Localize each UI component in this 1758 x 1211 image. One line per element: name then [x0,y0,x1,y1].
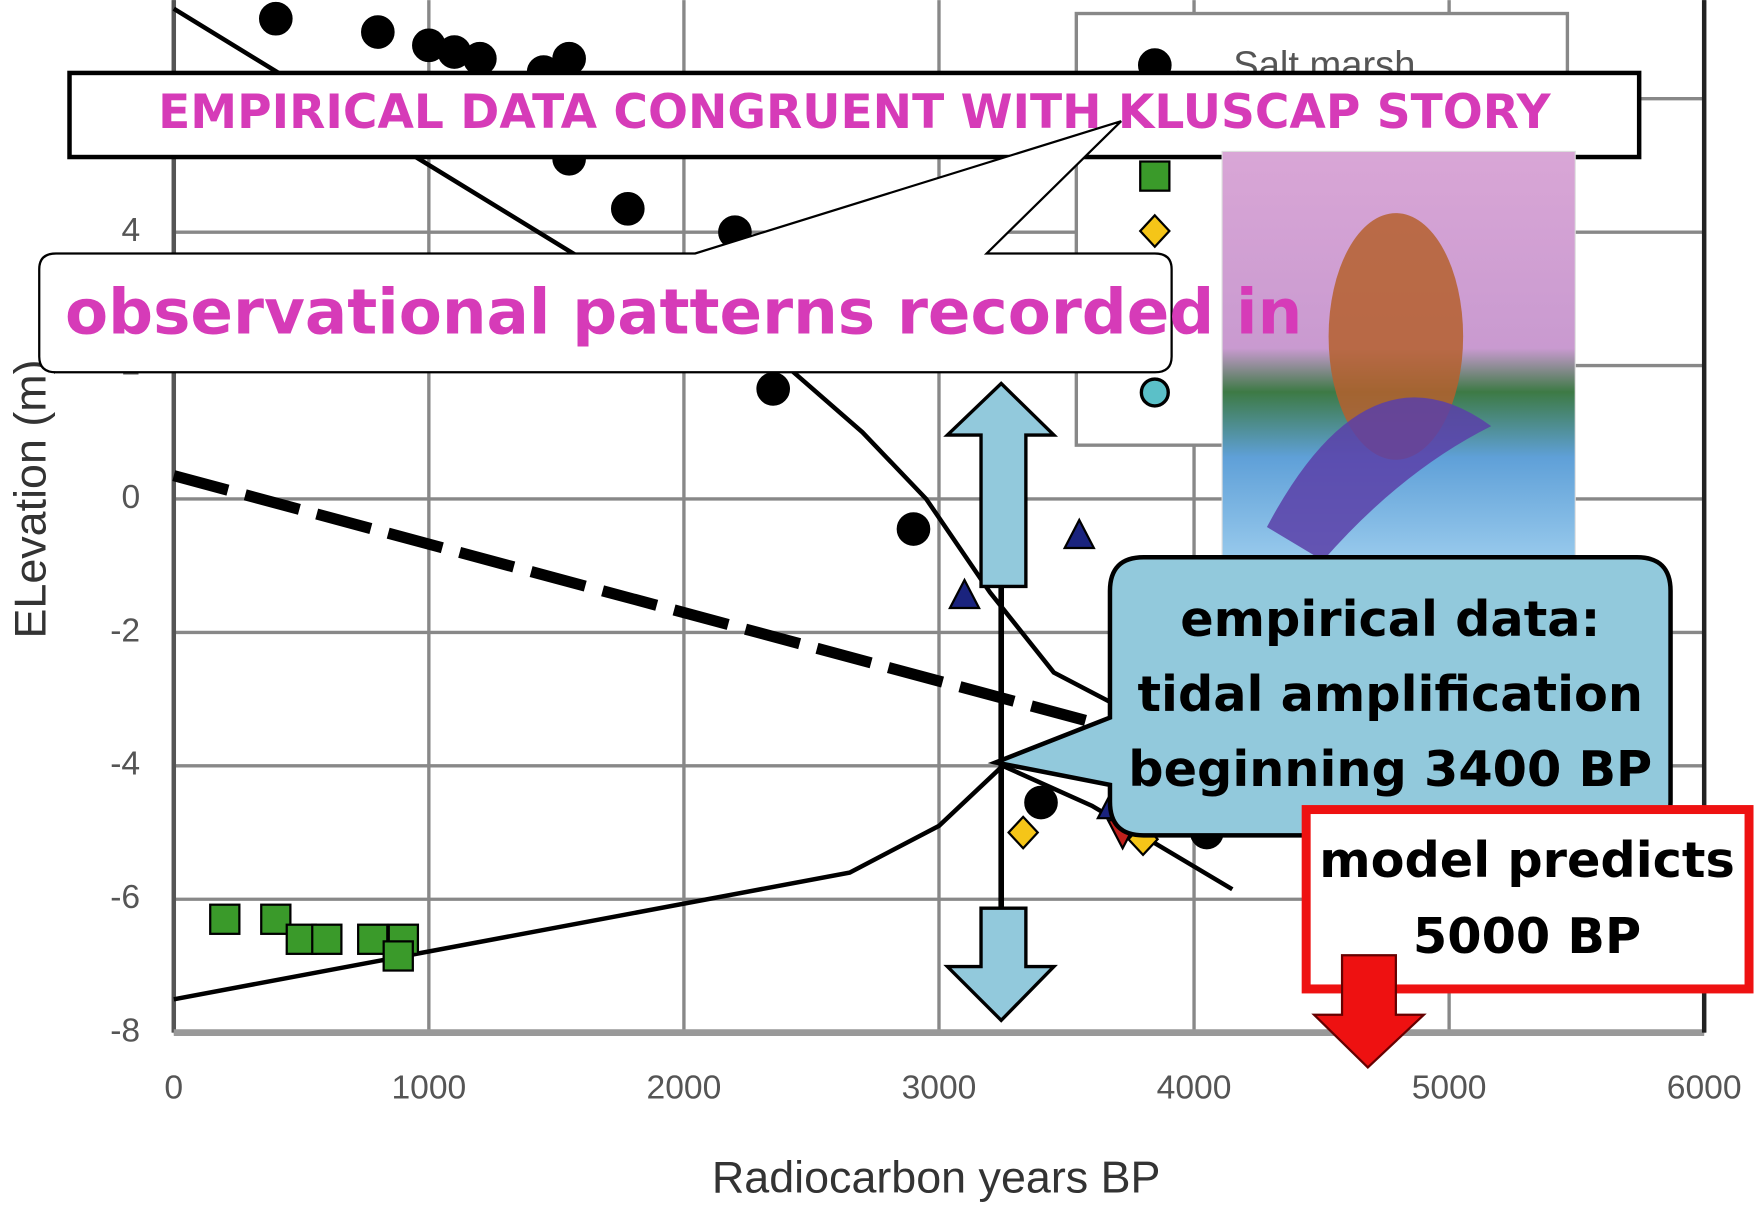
point [1025,787,1056,818]
point [757,373,788,404]
point [898,513,929,544]
x-tick-label: 2000 [647,1070,722,1107]
y-tick-label: 4 [121,212,140,249]
x-tick-label: 4000 [1157,1070,1232,1107]
callout-right-text: empirical data: tidal amplification beginn… [1128,590,1652,798]
point [210,905,239,934]
y-axis-title: ELevation (m) [4,359,55,638]
callout-line: beginning 3400 BP [1128,740,1652,798]
callout-line: tidal amplification [1137,665,1643,723]
x-tick-label: 3000 [902,1070,977,1107]
point [312,925,341,954]
point [1065,520,1094,548]
x-tick-label: 5000 [1412,1070,1487,1107]
x-tick-label: 0 [164,1070,183,1107]
point [384,941,413,970]
y-tick-label: 0 [121,479,140,516]
point [362,16,393,47]
model-line: model predicts [1319,831,1735,889]
y-tick-label: -4 [110,746,140,783]
point [612,193,643,224]
callout-left-text: observational patterns recorded in [65,275,1302,348]
trend-line [174,766,1233,999]
y-tick-label: -2 [110,612,140,649]
page: -8-6-4-20246 Radiocarbon years BP ELevat… [0,0,1758,1211]
callout-line: empirical data: [1180,590,1600,648]
point [1140,162,1169,191]
banner-text: EMPIRICAL DATA CONGRUENT WITH KLUSCAP ST… [158,85,1551,140]
x-tick-label: 1000 [391,1070,466,1107]
arrow-down [947,908,1054,1020]
point [950,580,979,608]
point [260,3,291,34]
point [1009,817,1038,848]
x-tick-label: 6000 [1667,1070,1742,1107]
chart: -8-6-4-20246 Radiocarbon years BP ELevat… [0,0,1758,1211]
x-axis-title: Radiocarbon years BP [712,1152,1161,1203]
y-tick-label: -8 [110,1013,140,1050]
y-tick-label: -6 [110,879,140,916]
model-line: 5000 BP [1413,907,1641,965]
legend-marker [1141,379,1168,406]
point [553,43,584,74]
point [464,43,495,74]
